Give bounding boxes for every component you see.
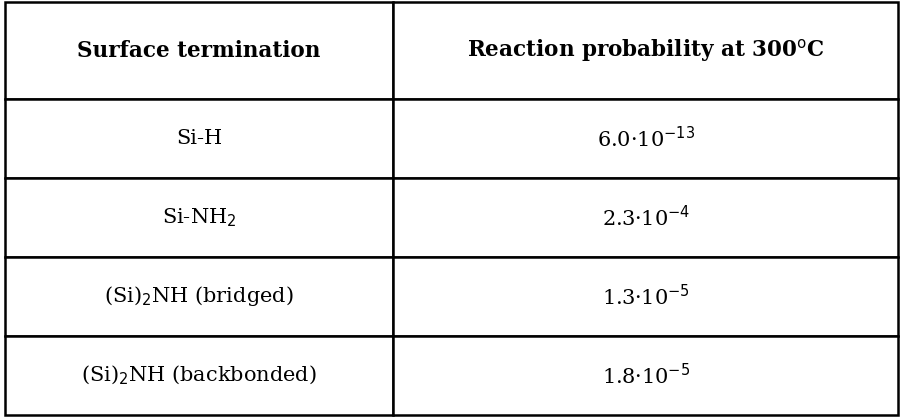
Text: Si-NH$_2$: Si-NH$_2$ xyxy=(161,206,236,229)
Text: 1.3·10$^{-5}$: 1.3·10$^{-5}$ xyxy=(602,284,689,309)
Bar xyxy=(5,257,393,336)
Bar xyxy=(5,336,393,415)
Bar xyxy=(5,178,393,257)
Text: (Si)$_2$NH (bridged): (Si)$_2$NH (bridged) xyxy=(104,284,293,309)
Text: 2.3·10$^{-4}$: 2.3·10$^{-4}$ xyxy=(601,205,689,230)
Bar xyxy=(393,99,897,178)
Text: (Si)$_2$NH (backbonded): (Si)$_2$NH (backbonded) xyxy=(81,364,317,387)
Bar xyxy=(5,2,393,99)
Text: Si-H: Si-H xyxy=(176,129,222,148)
Bar xyxy=(5,99,393,178)
Text: Reaction probability at 300$^{\mathrm{o}}$C: Reaction probability at 300$^{\mathrm{o}… xyxy=(466,37,824,64)
Bar xyxy=(393,178,897,257)
Bar xyxy=(393,257,897,336)
Text: 1.8·10$^{-5}$: 1.8·10$^{-5}$ xyxy=(602,363,689,388)
Bar xyxy=(393,2,897,99)
Bar xyxy=(393,336,897,415)
Text: 6.0·10$^{-13}$: 6.0·10$^{-13}$ xyxy=(596,126,695,151)
Text: Surface termination: Surface termination xyxy=(78,40,320,62)
